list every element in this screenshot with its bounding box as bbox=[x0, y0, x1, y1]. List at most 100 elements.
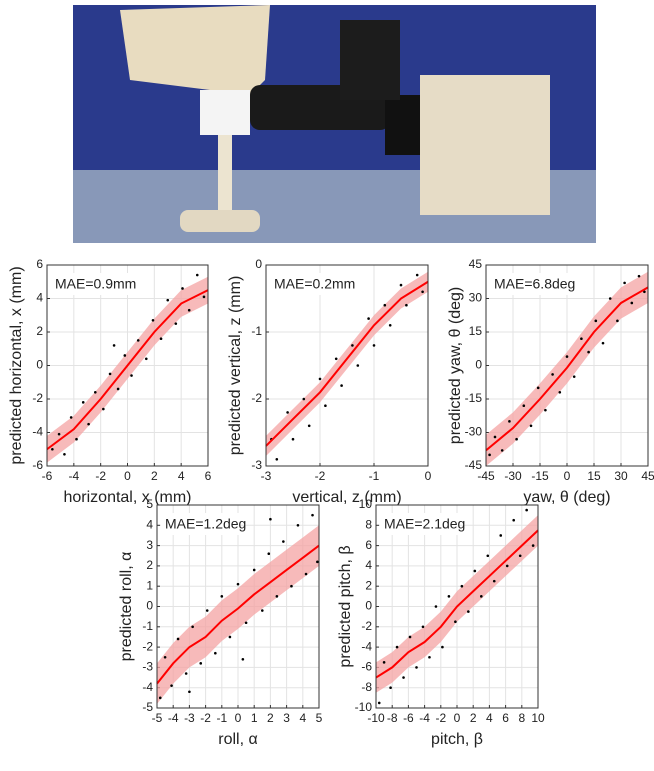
data-point bbox=[428, 655, 431, 659]
x-tick-label: 15 bbox=[587, 469, 601, 483]
data-point bbox=[81, 401, 85, 404]
data-point bbox=[304, 572, 308, 576]
data-point bbox=[63, 452, 66, 456]
data-point bbox=[488, 453, 491, 457]
y-tick-label: -15 bbox=[465, 391, 483, 405]
data-point bbox=[188, 690, 191, 694]
y-tick-label: -2 bbox=[32, 391, 43, 405]
data-point bbox=[382, 661, 386, 664]
y-tick-label: 6 bbox=[365, 538, 372, 552]
data-point bbox=[116, 387, 120, 391]
y-tick-label: -10 bbox=[355, 700, 373, 714]
x-tick-label: -15 bbox=[531, 469, 549, 483]
data-point bbox=[296, 524, 300, 527]
x-tick-label: 10 bbox=[531, 711, 545, 725]
y-tick-label: 3 bbox=[146, 538, 153, 552]
y-tick-label: 10 bbox=[359, 497, 373, 511]
x-axis-label: pitch, β bbox=[431, 731, 483, 748]
data-point bbox=[572, 375, 576, 378]
y-tick-label: -6 bbox=[32, 458, 43, 472]
x-tick-label: 4 bbox=[178, 469, 185, 483]
trend-line bbox=[265, 280, 429, 447]
y-tick-label: 8 bbox=[365, 517, 372, 531]
data-point bbox=[187, 308, 191, 312]
data-point bbox=[601, 341, 605, 345]
x-tick-label: 6 bbox=[205, 469, 212, 483]
data-point bbox=[75, 437, 78, 441]
x-tick-label: 0 bbox=[564, 469, 571, 483]
data-point bbox=[473, 569, 477, 573]
y-tick-label: -4 bbox=[32, 425, 43, 439]
y-tick-label: 0 bbox=[146, 599, 153, 613]
data-point bbox=[275, 458, 279, 461]
y-tick-label: -2 bbox=[251, 391, 262, 405]
data-point bbox=[637, 274, 641, 278]
data-point bbox=[643, 290, 646, 294]
data-point bbox=[356, 364, 360, 367]
data-point bbox=[372, 344, 376, 347]
data-point bbox=[275, 595, 279, 598]
x-axis-label: yaw, θ (deg) bbox=[523, 489, 610, 506]
data-point bbox=[130, 374, 133, 377]
x-tick-label: 0 bbox=[235, 711, 242, 725]
x-tick-label: 8 bbox=[518, 711, 525, 725]
data-point bbox=[508, 420, 511, 423]
x-tick-label: -8 bbox=[387, 711, 398, 725]
y-tick-label: -3 bbox=[251, 458, 262, 472]
x-tick-label: -4 bbox=[419, 711, 430, 725]
y-tick-label: -2 bbox=[142, 639, 153, 653]
annotation-box bbox=[380, 513, 460, 535]
data-point bbox=[399, 283, 403, 287]
y-tick-label: 0 bbox=[36, 358, 43, 372]
x-tick-label: -4 bbox=[168, 711, 179, 725]
x-tick-label: -2 bbox=[200, 711, 211, 725]
data-point bbox=[184, 672, 188, 675]
y-tick-label: 6 bbox=[36, 257, 43, 271]
y-axis-label: predicted horizontal, x (mm) bbox=[8, 266, 25, 464]
data-point bbox=[57, 432, 61, 436]
data-point bbox=[112, 344, 116, 347]
data-point bbox=[252, 568, 256, 572]
data-point bbox=[159, 337, 163, 341]
trend-line bbox=[46, 289, 209, 451]
data-point bbox=[623, 281, 626, 285]
data-point bbox=[151, 318, 155, 322]
x-tick-label: 5 bbox=[316, 711, 323, 725]
data-point bbox=[267, 552, 271, 556]
y-tick-label: -30 bbox=[465, 425, 483, 439]
data-point bbox=[205, 609, 209, 612]
data-point bbox=[402, 676, 405, 679]
x-tick-label: 30 bbox=[614, 469, 628, 483]
data-point bbox=[505, 564, 509, 568]
y-tick-label: -1 bbox=[251, 324, 262, 338]
data-point bbox=[389, 686, 392, 689]
y-tick-label: 30 bbox=[469, 291, 483, 305]
axes-box bbox=[46, 264, 209, 467]
y-tick-label: 0 bbox=[365, 599, 372, 613]
data-point bbox=[565, 355, 569, 358]
data-point bbox=[176, 637, 180, 641]
x-tick-label: -3 bbox=[184, 711, 195, 725]
chart: -10 -8 -6 -4 -2 0 2 4 6 8 10-10-8-6-4-20246810MAE=… bbox=[337, 497, 545, 748]
annotation-box bbox=[270, 273, 350, 295]
y-tick-label: 0 bbox=[255, 257, 262, 271]
axes-box bbox=[265, 264, 429, 467]
x-tick-label: 0 bbox=[425, 469, 432, 483]
y-axis-label: predicted yaw, θ (deg) bbox=[447, 287, 464, 444]
data-point bbox=[377, 701, 381, 705]
data-point bbox=[214, 651, 217, 655]
trend-line bbox=[156, 544, 320, 685]
y-tick-label: 2 bbox=[365, 578, 372, 592]
y-tick-label: -5 bbox=[142, 700, 153, 714]
x-tick-label: 0 bbox=[454, 711, 461, 725]
confidence-band bbox=[157, 525, 319, 704]
confidence-band bbox=[376, 515, 538, 693]
data-point bbox=[587, 350, 590, 354]
chart: -3 -2 -1 0 -3 -2 -1 0 MAE=0.2mm vertical, z (mm) p… bbox=[227, 257, 431, 506]
x-tick-label: 45 bbox=[641, 469, 654, 483]
photo bbox=[73, 5, 596, 243]
data-point bbox=[261, 609, 264, 612]
data-point bbox=[163, 655, 167, 659]
data-point bbox=[286, 411, 289, 414]
